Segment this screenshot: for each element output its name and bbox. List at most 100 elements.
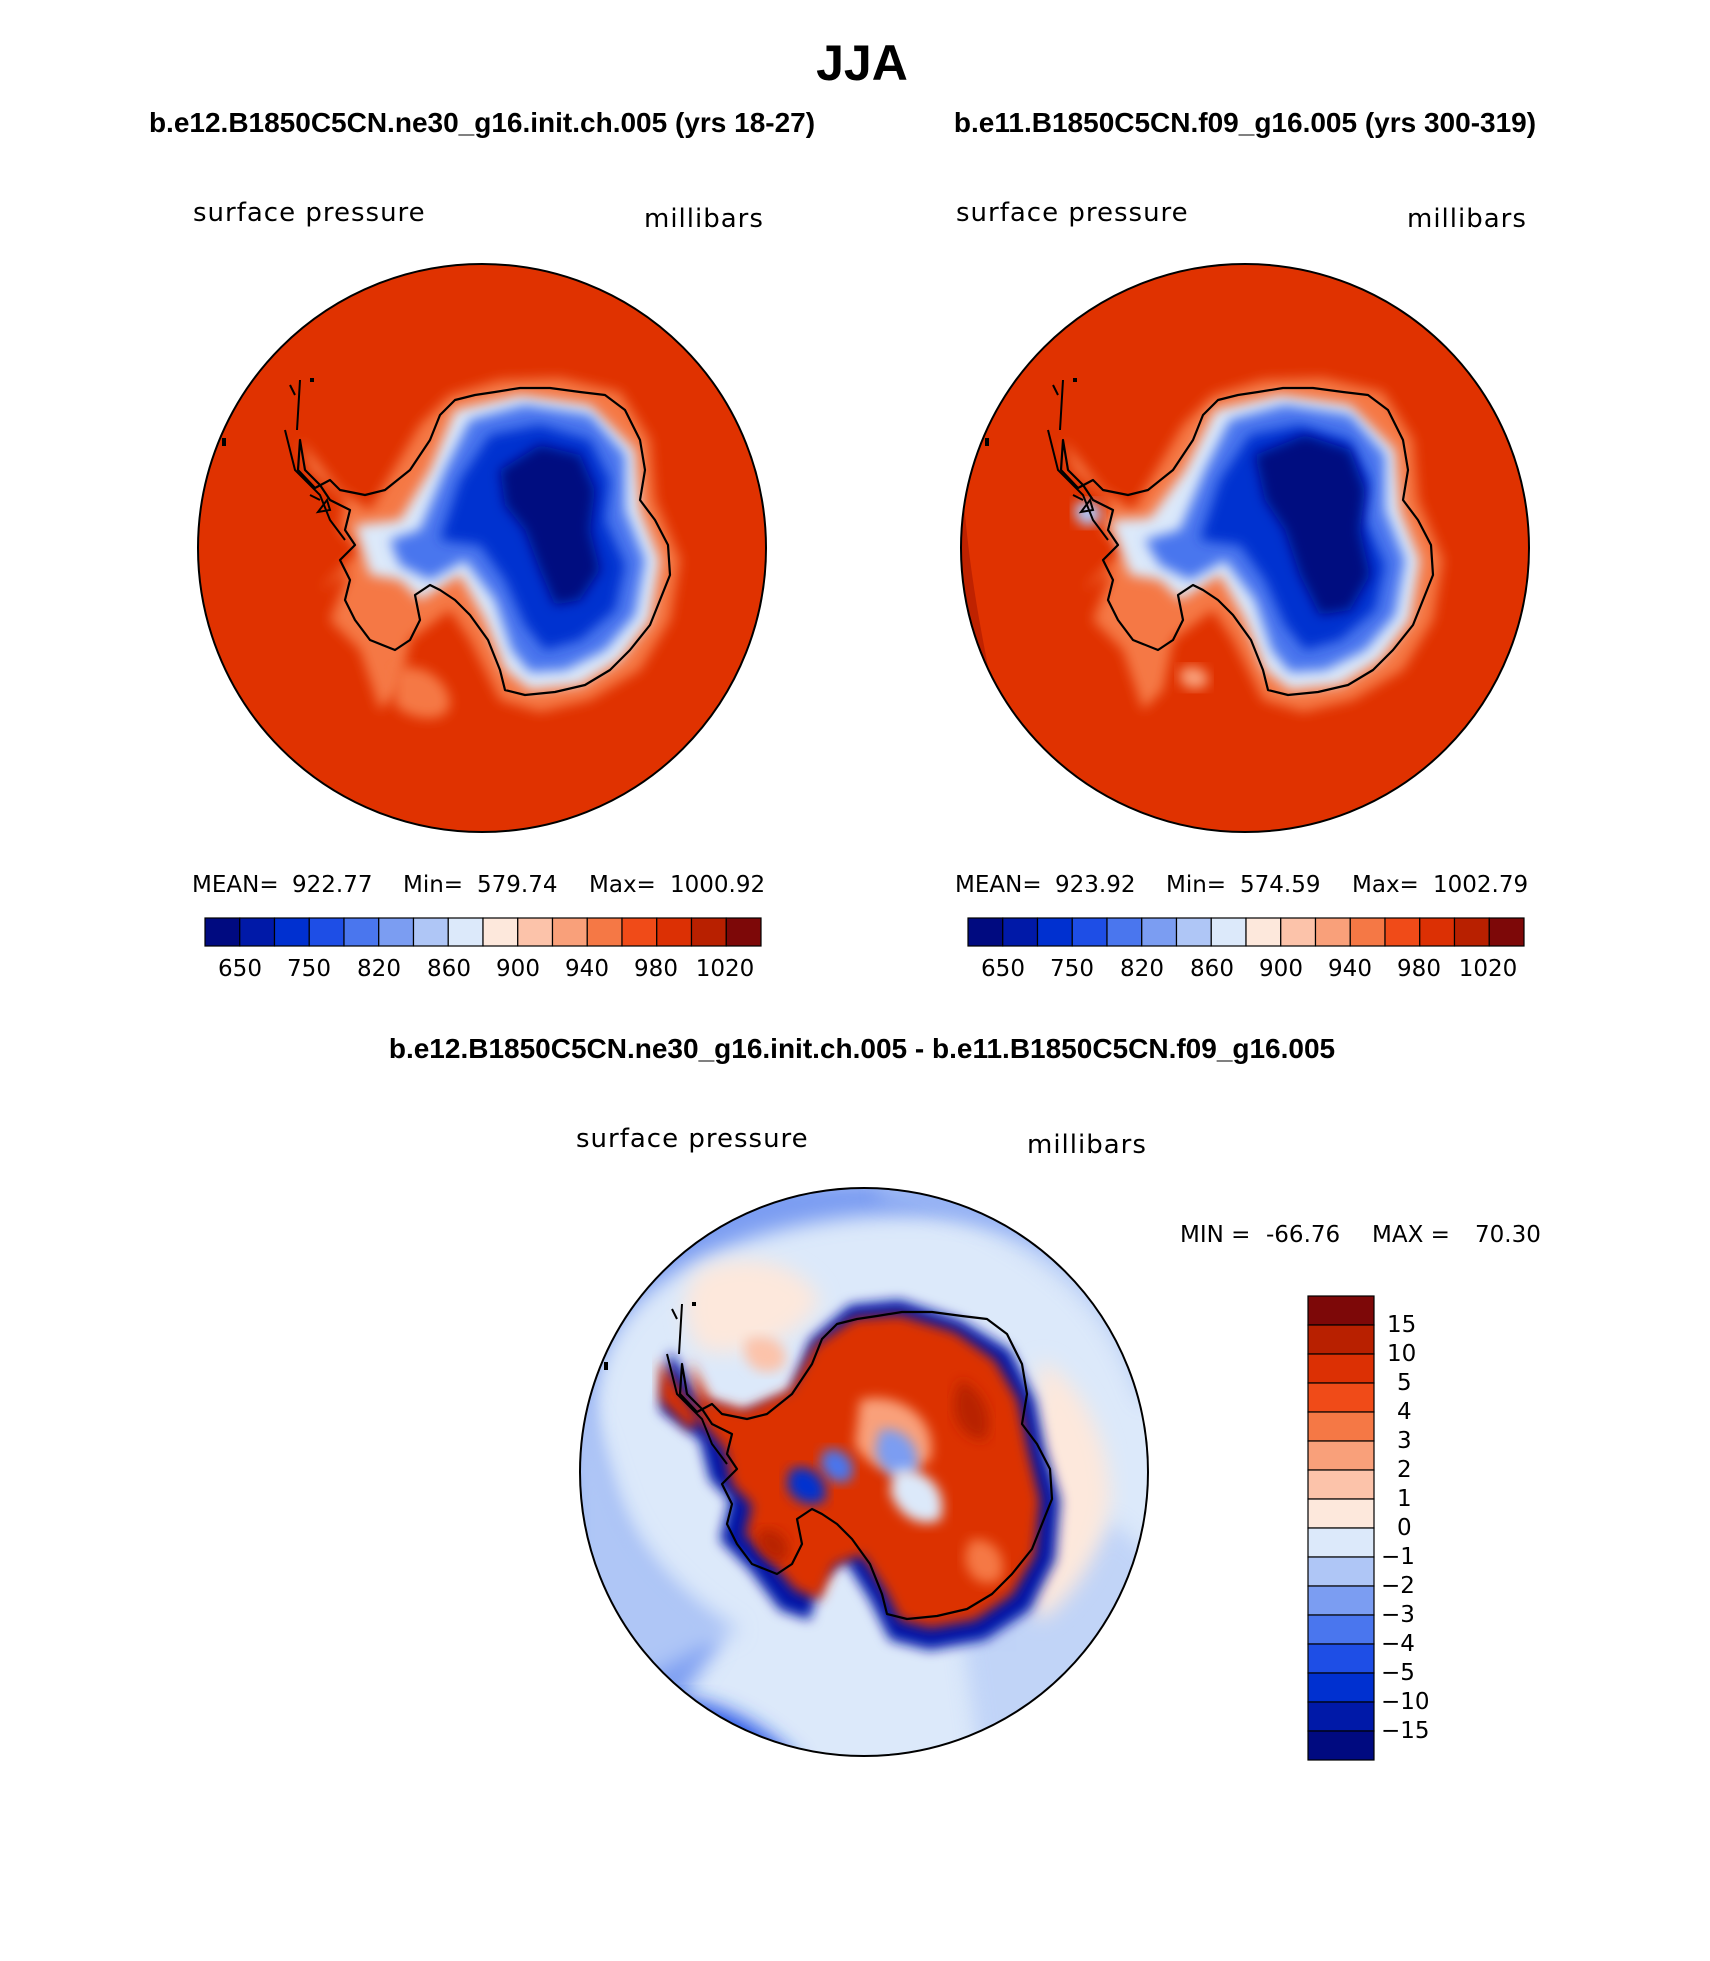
panel-model-a: b.e12.B1850C5CN.ne30_g16.init.ch.005 (yr… (149, 107, 815, 982)
colorbar-swatch (378, 917, 415, 947)
colorbar-swatch (690, 917, 727, 947)
panel-b-tick: 650 (981, 956, 1025, 982)
colorbar-swatch (1175, 917, 1212, 947)
colorbar-swatch (1280, 917, 1317, 947)
weddell-warm-patch (395, 667, 450, 719)
panel-a-tick: 650 (218, 956, 262, 982)
diff-tick: −4 (1381, 1631, 1415, 1657)
colorbar-swatch (1453, 917, 1490, 947)
colorbar-swatch (1349, 917, 1386, 947)
panel-b-tick: 940 (1328, 956, 1372, 982)
panel-a-tick: 750 (287, 956, 331, 982)
colorbar-swatch (1384, 917, 1421, 947)
panel-b-tick: 900 (1259, 956, 1303, 982)
diff-tick: −1 (1381, 1544, 1415, 1570)
colorbar-swatch (1488, 917, 1525, 947)
colorbar-swatch (308, 917, 345, 947)
colorbar-swatch (482, 917, 519, 947)
colorbar-swatch (1307, 1411, 1375, 1442)
colorbar-swatch (204, 917, 241, 947)
colorbar-swatch (343, 917, 380, 947)
diff-colorbar (1307, 1295, 1375, 1761)
diff-polar-map (580, 1188, 1148, 1756)
panel-model-b: b.e11.B1850C5CN.f09_g16.005 (yrs 300-319… (954, 107, 1536, 982)
colorbar-swatch (1307, 1614, 1375, 1645)
panel-a-max-value: 1000.92 (670, 872, 765, 898)
colorbar-swatch (517, 917, 554, 947)
panel-b-stats: MEAN= 923.92 Min= 574.59 Max= 1002.79 (955, 872, 1528, 898)
panel-a-tick: 940 (565, 956, 609, 982)
panel-b-tick: 980 (1397, 956, 1441, 982)
panel-a-units-label: millibars (644, 204, 764, 234)
panel-b-min-label: Min= (1166, 872, 1226, 898)
panel-a-variable-label: surface pressure (193, 198, 426, 228)
panel-a-tick: 980 (634, 956, 678, 982)
colorbar-swatch (1106, 917, 1143, 947)
diff-tick: 2 (1397, 1457, 1412, 1483)
panel-a-map-border (197, 263, 767, 833)
panel-b-polar-map (961, 264, 1529, 832)
colorbar-swatch (1307, 1295, 1375, 1326)
diff-tick: 3 (1397, 1428, 1412, 1454)
panel-a-colorbar (204, 917, 762, 947)
panel-a-stats: MEAN= 922.77 Min= 579.74 Max= 1000.92 (192, 872, 765, 898)
panel-a-tick: 860 (427, 956, 471, 982)
diff-tick: 4 (1397, 1399, 1412, 1425)
panel-b-units-label: millibars (1407, 204, 1527, 234)
diff-max-value: 70.30 (1475, 1222, 1541, 1248)
diff-tick: 5 (1397, 1370, 1412, 1396)
panel-a-title: b.e12.B1850C5CN.ne30_g16.init.ch.005 (yr… (149, 107, 815, 138)
panel-b-map-border (960, 263, 1530, 833)
diff-map-border (579, 1187, 1149, 1757)
panel-a-mean-label: MEAN= (192, 872, 279, 898)
colorbar-swatch (1307, 1353, 1375, 1384)
panel-b-tick: 750 (1050, 956, 1094, 982)
diff-tick: −3 (1381, 1602, 1415, 1628)
colorbar-swatch (1419, 917, 1456, 947)
colorbar-swatch (1307, 1469, 1375, 1500)
panel-b-max-value: 1002.79 (1433, 872, 1528, 898)
panel-b-tick: 1020 (1459, 956, 1518, 982)
diff-tick: 1 (1397, 1486, 1412, 1512)
colorbar-swatch (447, 917, 484, 947)
colorbar-swatch (1307, 1643, 1375, 1674)
diff-minmax: MIN = -66.76 MAX = 70.30 (1180, 1222, 1541, 1248)
antarctica-coastline (296, 386, 672, 697)
colorbar-swatch (273, 917, 310, 947)
diff-tick: 0 (1397, 1515, 1412, 1541)
diff-tick: 10 (1387, 1341, 1416, 1367)
panel-a-tick: 1020 (696, 956, 755, 982)
panel-difference: b.e12.B1850C5CN.ne30_g16.init.ch.005 - b… (389, 1033, 1541, 1761)
colorbar-swatch (621, 917, 658, 947)
colorbar-swatch (1307, 1730, 1375, 1761)
panel-b-colorbar-ticks: 650 750 820 860 900 940 980 1020 (981, 956, 1517, 982)
panel-a-tick: 900 (496, 956, 540, 982)
panel-a-min-label: Min= (403, 872, 463, 898)
panel-b-max-label: Max= (1352, 872, 1419, 898)
panel-b-colorbar (967, 917, 1525, 947)
panel-a-mean-value: 922.77 (292, 872, 372, 898)
colorbar-swatch (1307, 1498, 1375, 1529)
panel-a-tick: 820 (357, 956, 401, 982)
colorbar-swatch (1307, 1527, 1375, 1558)
panel-b-variable-label: surface pressure (956, 198, 1189, 228)
colorbar-swatch (725, 917, 762, 947)
diff-tick: −2 (1381, 1573, 1415, 1599)
colorbar-swatch (1036, 917, 1073, 947)
diff-min-value: -66.76 (1266, 1222, 1340, 1248)
diff-colorbar-labels: 15 10 5 4 3 2 1 0 −1 −2 −3 −4 −5 −10 −15 (1381, 1312, 1430, 1744)
figure-title: JJA (816, 35, 908, 91)
diff-max-label: MAX = (1372, 1222, 1450, 1248)
panel-a-colorbar-ticks: 650 750 820 860 900 940 980 1020 (218, 956, 754, 982)
colorbar-swatch (551, 917, 588, 947)
colorbar-swatch (1307, 1672, 1375, 1703)
diff-tick: −5 (1381, 1660, 1415, 1686)
colorbar-swatch (1307, 1440, 1375, 1471)
colorbar-swatch (1307, 1324, 1375, 1355)
colorbar-swatch (656, 917, 693, 947)
diff-min-label: MIN = (1180, 1222, 1250, 1248)
panel-a-max-label: Max= (589, 872, 656, 898)
panel-b-title: b.e11.B1850C5CN.f09_g16.005 (yrs 300-319… (954, 107, 1536, 138)
colorbar-swatch (1307, 1585, 1375, 1616)
colorbar-swatch (1245, 917, 1282, 947)
